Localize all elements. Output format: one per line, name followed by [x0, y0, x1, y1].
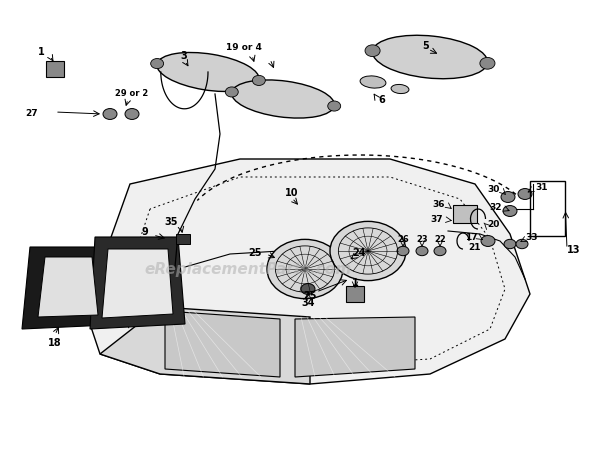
Circle shape	[504, 240, 516, 249]
Polygon shape	[22, 247, 108, 329]
Circle shape	[330, 222, 406, 281]
Text: 23: 23	[416, 235, 428, 244]
Text: 34: 34	[301, 297, 314, 308]
Text: 36: 36	[432, 200, 445, 209]
Text: 5: 5	[422, 41, 429, 51]
Polygon shape	[90, 237, 185, 329]
Text: 29 or 2: 29 or 2	[115, 90, 148, 98]
Text: 19 or 4: 19 or 4	[226, 44, 262, 52]
Circle shape	[253, 76, 266, 86]
Polygon shape	[102, 249, 173, 318]
Text: eReplacementParts.com: eReplacementParts.com	[144, 261, 352, 276]
Text: 25: 25	[303, 291, 316, 300]
Circle shape	[150, 59, 163, 69]
Circle shape	[501, 192, 515, 203]
Circle shape	[125, 109, 139, 120]
Text: 37: 37	[430, 215, 443, 224]
Text: 1: 1	[38, 47, 45, 57]
Circle shape	[518, 189, 532, 200]
Ellipse shape	[360, 77, 386, 89]
Circle shape	[397, 247, 409, 256]
Circle shape	[503, 206, 517, 217]
Circle shape	[481, 236, 495, 247]
Text: 10: 10	[285, 188, 299, 197]
Circle shape	[103, 109, 117, 120]
Ellipse shape	[372, 36, 487, 79]
Polygon shape	[165, 311, 280, 377]
Bar	[453, 205, 477, 224]
Circle shape	[416, 247, 428, 256]
Text: 18: 18	[48, 337, 62, 347]
Text: 24: 24	[352, 247, 365, 257]
Circle shape	[225, 88, 238, 98]
Bar	[346, 286, 364, 302]
Text: 32: 32	[490, 203, 502, 212]
Text: 20: 20	[487, 220, 499, 229]
Text: 22: 22	[434, 235, 446, 244]
Text: 35: 35	[165, 217, 178, 226]
Bar	[530, 182, 565, 237]
Text: 13: 13	[567, 245, 581, 254]
Text: 25: 25	[248, 247, 262, 257]
Circle shape	[516, 240, 528, 249]
Text: 33: 33	[525, 233, 537, 242]
Text: 3: 3	[180, 51, 187, 61]
Polygon shape	[85, 160, 530, 384]
Text: 21: 21	[468, 243, 480, 252]
Polygon shape	[295, 317, 415, 377]
Polygon shape	[38, 257, 98, 317]
Circle shape	[365, 46, 380, 57]
Text: 1: 1	[352, 277, 358, 287]
Text: 31: 31	[535, 183, 548, 192]
Ellipse shape	[391, 85, 409, 95]
Polygon shape	[100, 308, 310, 384]
Bar	[176, 235, 190, 244]
Text: 30: 30	[487, 185, 500, 194]
Circle shape	[301, 284, 315, 295]
Ellipse shape	[232, 81, 335, 119]
Circle shape	[480, 58, 495, 70]
Text: 6: 6	[378, 95, 385, 105]
Bar	[46, 62, 64, 78]
Circle shape	[328, 102, 340, 112]
Circle shape	[267, 240, 343, 299]
Text: 27: 27	[25, 108, 38, 117]
Circle shape	[434, 247, 446, 256]
Text: 9: 9	[141, 226, 148, 236]
Text: 26: 26	[397, 235, 409, 244]
Ellipse shape	[157, 53, 259, 92]
Text: 17: 17	[466, 233, 478, 242]
